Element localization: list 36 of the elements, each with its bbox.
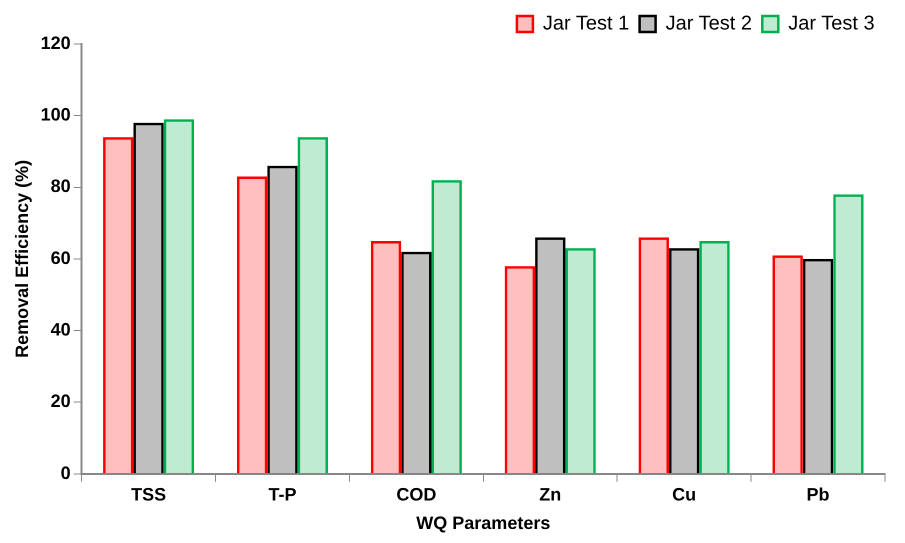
- x-tick-label: COD: [396, 484, 436, 505]
- x-tick-label: Cu: [672, 484, 696, 505]
- y-axis-title: Removal Efficiency (%): [12, 160, 32, 358]
- bar: [370, 240, 402, 474]
- y-tick-label: 100: [40, 104, 71, 125]
- bar: [103, 137, 134, 474]
- x-tick-label: TSS: [131, 484, 166, 505]
- x-tick-label: Pb: [806, 484, 830, 505]
- bar: [833, 194, 864, 474]
- x-axis-title: WQ Parameters: [416, 513, 550, 534]
- bar: [504, 266, 536, 474]
- bar: [535, 237, 566, 474]
- legend-label: Jar Test 2: [666, 12, 752, 35]
- bar: [267, 166, 298, 474]
- y-tick-label: 40: [50, 320, 71, 340]
- y-tick-label: 60: [50, 248, 71, 268]
- y-tick-label: 80: [50, 176, 71, 196]
- bar: [164, 119, 194, 474]
- bar: [802, 258, 834, 474]
- x-tick-label: Zn: [539, 484, 562, 505]
- legend-label: Jar Test 1: [542, 12, 630, 35]
- bar: [638, 237, 669, 474]
- bar: [668, 248, 700, 474]
- y-tick-label: 120: [40, 32, 71, 53]
- bar: [432, 180, 462, 474]
- y-tick-label: 20: [50, 391, 71, 412]
- bar: [565, 248, 596, 474]
- bar: [699, 240, 730, 474]
- bar: [133, 122, 164, 474]
- bar: [298, 137, 328, 474]
- bar: [236, 176, 268, 474]
- bar: [401, 252, 432, 474]
- bar: [772, 255, 803, 474]
- y-tick-label: 0: [60, 462, 71, 483]
- legend-label: Jar Test 3: [788, 12, 875, 35]
- x-tick-label: T-P: [268, 484, 296, 505]
